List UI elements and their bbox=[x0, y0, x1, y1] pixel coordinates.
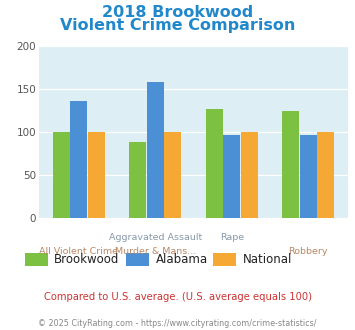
Text: Aggravated Assault: Aggravated Assault bbox=[109, 233, 202, 242]
Text: Violent Crime Comparison: Violent Crime Comparison bbox=[60, 18, 295, 33]
Text: 2018 Brookwood: 2018 Brookwood bbox=[102, 5, 253, 20]
Text: Brookwood: Brookwood bbox=[54, 253, 120, 266]
Bar bbox=[147, 82, 164, 218]
Bar bbox=[300, 135, 317, 218]
Text: Robbery: Robbery bbox=[288, 248, 328, 256]
Text: Alabama: Alabama bbox=[155, 253, 208, 266]
Bar bbox=[317, 132, 334, 218]
Text: National: National bbox=[242, 253, 292, 266]
Bar bbox=[241, 132, 258, 218]
Text: Murder & Mans...: Murder & Mans... bbox=[115, 248, 196, 256]
Bar bbox=[223, 135, 240, 218]
Text: © 2025 CityRating.com - https://www.cityrating.com/crime-statistics/: © 2025 CityRating.com - https://www.city… bbox=[38, 319, 317, 328]
Text: Compared to U.S. average. (U.S. average equals 100): Compared to U.S. average. (U.S. average … bbox=[44, 292, 311, 302]
Bar bbox=[88, 132, 105, 218]
Text: All Violent Crime: All Violent Crime bbox=[39, 248, 118, 256]
Bar bbox=[70, 101, 87, 218]
Bar bbox=[53, 132, 70, 218]
Text: Rape: Rape bbox=[220, 233, 244, 242]
Bar bbox=[206, 109, 223, 218]
Bar bbox=[129, 142, 146, 218]
Bar bbox=[282, 111, 299, 218]
Bar bbox=[164, 132, 181, 218]
